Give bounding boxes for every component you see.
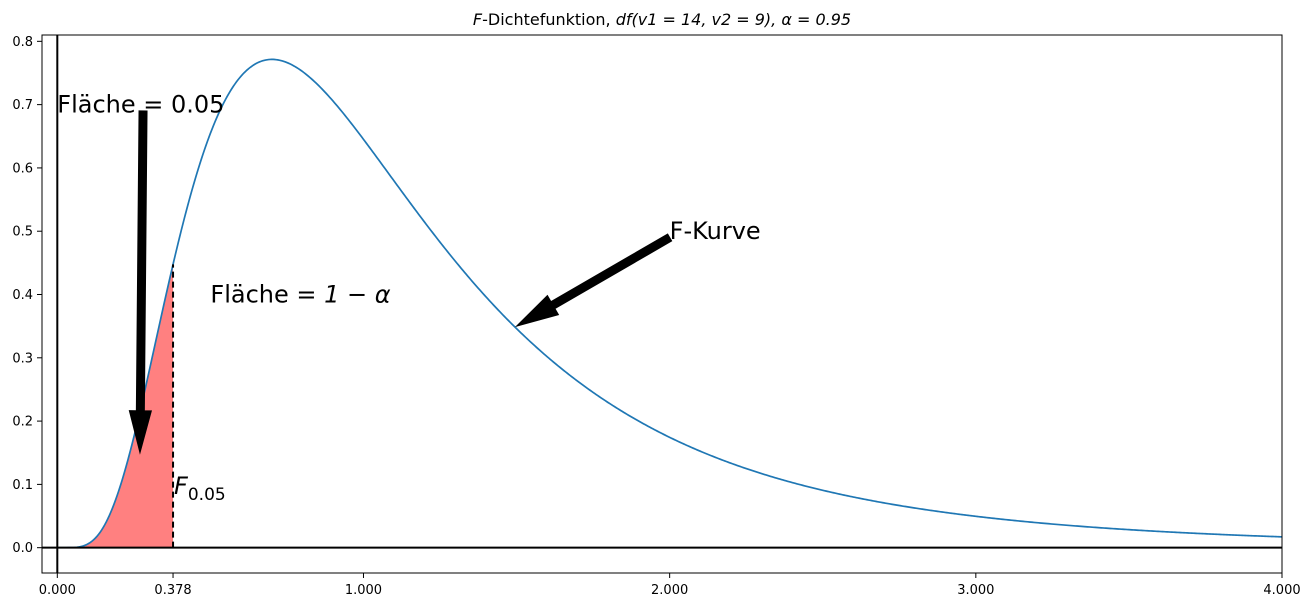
x-tick-label: 0.378 — [154, 583, 191, 598]
critical-value-label-sub: 0.05 — [188, 485, 226, 505]
y-tick-label: 0.2 — [12, 415, 33, 430]
annotation-text-area-right: Fläche = 1 − α — [210, 281, 390, 309]
x-tick-label: 4.000 — [1263, 583, 1300, 598]
annotation-arrow-area-left-shape — [128, 110, 153, 455]
y-tick-label: 0.1 — [12, 478, 33, 493]
y-tick-label: 0.4 — [12, 288, 33, 303]
x-tick-label: 3.000 — [957, 583, 994, 598]
y-tick-label: 0.5 — [12, 225, 33, 240]
title-f: F — [473, 10, 483, 29]
title-math: df(v1 = 14, v2 = 9), α = 0.95 — [616, 10, 851, 29]
y-tick-label: 0.7 — [12, 98, 33, 113]
shaded-area-0.05 — [57, 264, 174, 548]
critical-value-label: F0.05 — [174, 472, 226, 505]
annotation-text-f-curve: F-Kurve — [670, 217, 761, 245]
x-tick-label: 1.000 — [345, 583, 382, 598]
annotation-arrow-f-curve-shape — [514, 233, 673, 328]
y-tick-label: 0.0 — [12, 541, 33, 556]
title-text: -Dichtefunktion, — [482, 10, 616, 29]
y-tick-label: 0.8 — [12, 35, 33, 50]
f-curve-line — [57, 58, 1282, 549]
plot-frame — [41, 34, 1283, 574]
x-tick-label: 2.000 — [651, 583, 688, 598]
annotation-text-area-left: Fläche = 0.05 — [57, 91, 224, 119]
annotation-arrow-f-curve — [514, 233, 673, 328]
annotation-text-prefix: Fläche = — [210, 281, 324, 309]
annotation-text-math: 1 − α — [324, 281, 391, 309]
y-tick-label: 0.6 — [12, 161, 33, 176]
annotation-arrow-area-left — [128, 110, 153, 455]
x-tick-label: 0.000 — [39, 583, 76, 598]
chart-title: F-Dichtefunktion, df(v1 = 14, v2 = 9), α… — [473, 10, 851, 29]
critical-value-label-main: F — [174, 472, 189, 500]
plot-area: 0.000 0.378 1.000 2.000 3.000 4.000 0.0 0.1 0.2 0… — [12, 34, 1301, 598]
y-tick-label: 0.3 — [12, 351, 33, 366]
